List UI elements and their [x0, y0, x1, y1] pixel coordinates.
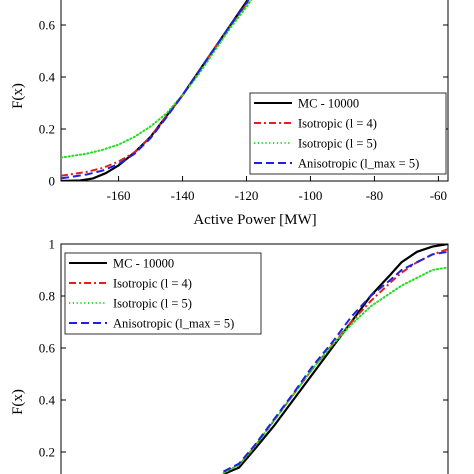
- bottom-legend: MC - 10000 Isotropic (l = 4) Isotropic (l …: [64, 252, 262, 335]
- top-ylabel: F(x): [10, 83, 26, 109]
- series-line-isotropic-l-5-: [222, 266, 448, 474]
- xtick-label: -120: [235, 188, 259, 203]
- legend-label: Anisotropic (l_max = 5): [298, 157, 419, 171]
- xtick-label: -100: [299, 188, 323, 203]
- legend-label: Isotropic (l = 5): [298, 137, 377, 151]
- bottom-ylabel: F(x): [10, 389, 26, 415]
- series-line-isotropic-l-4-: [61, 0, 251, 177]
- top-ticks: 0 0.2 0.4 0.6 -160 -140 -120 -100 -80 -60: [39, 18, 448, 203]
- bottom-legend-box: [64, 252, 262, 335]
- series-line-anisotropic-l-max-5-: [61, 0, 250, 180]
- ytick-label: 0.8: [39, 289, 55, 304]
- legend-label: MC - 10000: [113, 257, 174, 271]
- ytick-label: 0.2: [39, 122, 55, 137]
- xtick-label: -140: [171, 188, 195, 203]
- ytick-label: 0.2: [39, 445, 55, 460]
- ytick-label: 0.6: [39, 18, 56, 33]
- bottom-panel: F(x) 0.2 0.4 0.6 0.8 1 MC - 10000 Isotropic (…: [10, 237, 449, 474]
- top-legend: MC - 10000 Isotropic (l = 4) Isotropic (l …: [249, 92, 447, 175]
- legend-label: MC - 10000: [298, 97, 359, 111]
- top-xlabel: Active Power [MW]: [193, 212, 316, 228]
- bottom-ticks: 0.2 0.4 0.6 0.8 1: [39, 237, 448, 460]
- series-line-anisotropic-l-max-5-: [223, 250, 448, 473]
- top-series-lines: [61, 0, 253, 181]
- xtick-label: -80: [366, 188, 383, 203]
- xtick-label: -160: [107, 188, 131, 203]
- top-panel: F(x) Active Power [MW] 0 0.2 0.4 0.6 -160 -14…: [10, 0, 449, 228]
- legend-label: Isotropic (l = 4): [298, 117, 377, 131]
- ytick-label: 0.4: [39, 70, 56, 85]
- series-line-isotropic-l-5-: [61, 0, 253, 159]
- top-legend-box: [249, 92, 447, 175]
- ytick-label: 1: [49, 237, 56, 252]
- bottom-plot-frame: [60, 243, 449, 474]
- legend-label: Anisotropic (l_max = 5): [113, 317, 234, 331]
- ytick-label: 0.6: [39, 341, 56, 356]
- legend-label: Isotropic (l = 4): [113, 277, 192, 291]
- ytick-label: 0.4: [39, 393, 56, 408]
- top-plot-frame: [60, 0, 449, 182]
- legend-label: Isotropic (l = 5): [113, 297, 192, 311]
- ytick-label: 0: [49, 174, 56, 189]
- bottom-series-lines: [222, 244, 448, 474]
- xtick-label: -60: [430, 188, 447, 203]
